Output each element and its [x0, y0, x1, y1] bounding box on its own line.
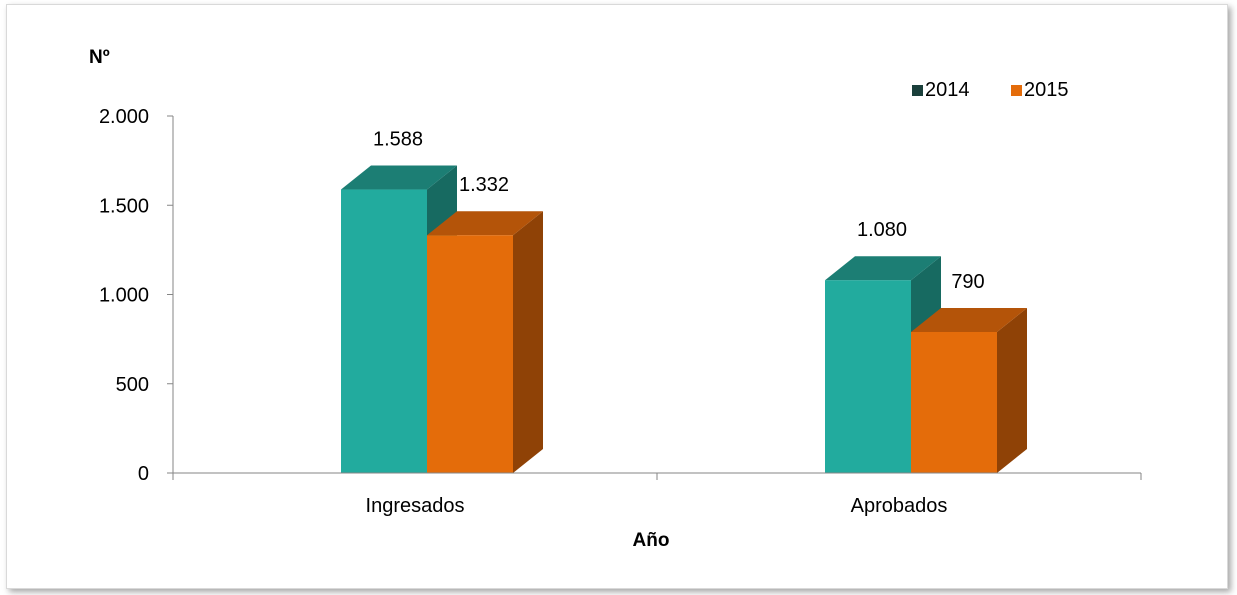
legend-label-2014: 2014 — [925, 79, 970, 101]
legend-swatch-2014 — [912, 85, 923, 96]
data-label: 1.332 — [459, 174, 509, 196]
bar-side — [997, 307, 1027, 473]
y-tick-label: 0 — [138, 463, 149, 485]
bar-front — [825, 280, 911, 473]
bar-top — [427, 211, 543, 236]
x-tick-label: Ingresados — [366, 495, 465, 517]
y-tick-label: 1.000 — [99, 285, 149, 307]
bar-top — [825, 256, 941, 281]
y-tick-label: 500 — [116, 374, 149, 396]
y-tick-label: 2.000 — [99, 106, 149, 128]
x-tick-label: Aprobados — [851, 495, 948, 517]
data-label: 1.080 — [857, 219, 907, 241]
bar-side — [513, 211, 543, 473]
y-tick-label: 1.500 — [99, 195, 149, 217]
bars: 1.588 1.332 1.080 790 — [341, 129, 1027, 474]
bar-top — [911, 307, 1027, 332]
x-axis-title: Año — [633, 530, 670, 551]
y-axis: 0 500 1.000 1.500 2.000 — [99, 106, 174, 485]
bar-front — [911, 331, 997, 473]
chart-frame: Nº 2014 2015 0 500 1.000 1.500 2.000 1.588 1.… — [6, 4, 1228, 589]
bar-front — [341, 189, 427, 474]
y-axis-title: Nº — [89, 47, 110, 68]
bar-front — [427, 235, 513, 473]
data-label: 790 — [951, 271, 984, 293]
legend: 2014 2015 — [912, 79, 1069, 101]
bar-2015-aprobados: 790 — [911, 271, 1027, 473]
bar-2015-ingresados: 1.332 — [427, 174, 543, 473]
bar-top — [341, 165, 457, 190]
legend-label-2015: 2015 — [1024, 79, 1069, 101]
data-label: 1.588 — [373, 129, 423, 151]
x-axis: Ingresados Aprobados — [172, 472, 1142, 517]
legend-swatch-2015 — [1011, 85, 1022, 96]
